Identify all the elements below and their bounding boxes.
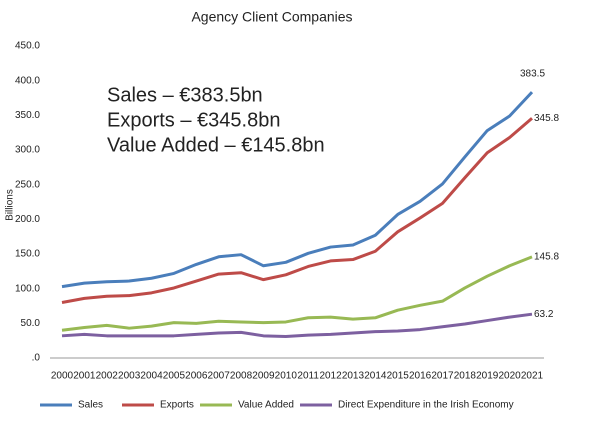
annotation: Value Added – €145.8bn xyxy=(107,134,325,156)
x-tick-label: 2014 xyxy=(364,371,387,382)
x-tick-label: 2000 xyxy=(51,371,74,382)
x-tick-label: 2020 xyxy=(498,371,521,382)
x-tick-label: 2015 xyxy=(387,371,410,382)
legend-label: Sales xyxy=(78,400,103,411)
y-tick-label: 200.0 xyxy=(15,214,40,225)
x-tick-label: 2013 xyxy=(342,371,365,382)
legend-label: Value Added xyxy=(238,400,294,411)
y-tick-label: 100.0 xyxy=(15,283,40,294)
y-tick-label: 300.0 xyxy=(15,145,40,156)
y-tick-label: 250.0 xyxy=(15,179,40,190)
x-tick-label: 2010 xyxy=(275,371,298,382)
x-tick-label: 2009 xyxy=(252,371,275,382)
legend-label: Direct Expenditure in the Irish Economy xyxy=(338,400,514,411)
data-label: 145.8 xyxy=(534,252,559,263)
series-line xyxy=(61,312,533,339)
x-tick-label: 2002 xyxy=(96,371,119,382)
x-tick-label: 2016 xyxy=(409,371,432,382)
y-tick-label: .0 xyxy=(32,353,41,364)
x-tick-label: 2008 xyxy=(230,371,253,382)
y-axis-label: Billions xyxy=(5,189,16,221)
y-tick-label: 450.0 xyxy=(15,41,40,52)
annotation: Exports – €345.8bn xyxy=(107,109,280,131)
y-tick-label: 50.0 xyxy=(21,318,41,329)
x-tick-label: 2018 xyxy=(454,371,477,382)
y-tick-label: 350.0 xyxy=(15,110,40,121)
y-tick-label: 150.0 xyxy=(15,249,40,260)
legend-label: Exports xyxy=(160,400,194,411)
x-tick-label: 2001 xyxy=(73,371,96,382)
x-tick-label: 2021 xyxy=(521,371,544,382)
x-tick-label: 2005 xyxy=(163,371,186,382)
data-label: 383.5 xyxy=(520,69,545,80)
series-line xyxy=(61,117,533,305)
series-line xyxy=(61,255,533,332)
data-label: 63.2 xyxy=(534,309,554,320)
x-tick-label: 2019 xyxy=(476,371,499,382)
data-label: 345.8 xyxy=(534,113,559,124)
x-tick-label: 2003 xyxy=(118,371,141,382)
x-tick-label: 2007 xyxy=(208,371,231,382)
x-tick-label: 2012 xyxy=(319,371,342,382)
x-tick-label: 2017 xyxy=(431,371,454,382)
annotation: Sales – €383.5bn xyxy=(107,84,263,106)
series-line xyxy=(61,91,534,289)
x-tick-label: 2011 xyxy=(297,371,319,382)
x-tick-label: 2006 xyxy=(185,371,208,382)
chart-title: Agency Client Companies xyxy=(191,9,352,25)
y-tick-label: 400.0 xyxy=(15,75,40,86)
x-tick-label: 2004 xyxy=(140,371,163,382)
